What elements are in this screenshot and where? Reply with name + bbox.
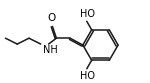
Text: HO: HO bbox=[80, 71, 95, 81]
Text: NH: NH bbox=[43, 45, 57, 55]
Text: HO: HO bbox=[80, 9, 95, 19]
Text: O: O bbox=[47, 13, 56, 22]
